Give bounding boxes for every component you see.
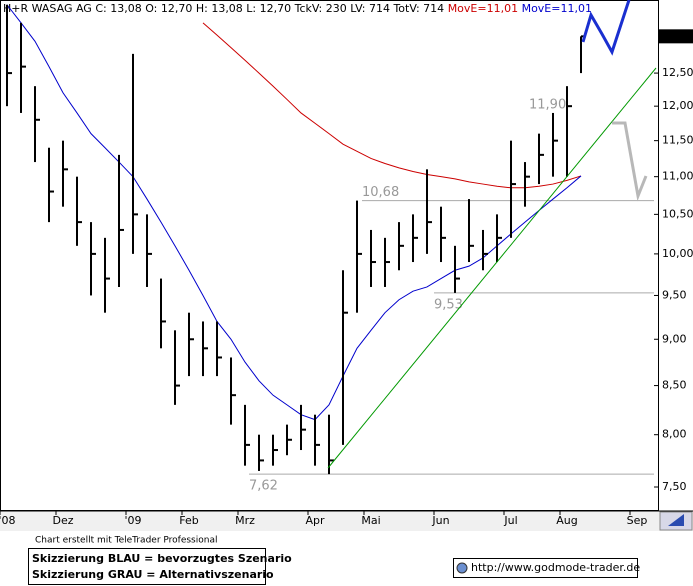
legend-entry: MovE=11,01 [448, 2, 518, 15]
last-price-box [659, 29, 693, 44]
y-tick-label: 8,00 [662, 428, 687, 441]
globe-icon [456, 562, 468, 574]
legend-gray: Skizzierung GRAU = Alternativszenario [32, 568, 274, 581]
scroll-icon [668, 514, 684, 526]
x-tick-label: Mai [361, 514, 380, 527]
legend-box [28, 548, 266, 585]
x-tick-label: Apr [305, 514, 325, 527]
trend-line [327, 67, 657, 469]
y-tick-label: 12,00 [662, 99, 693, 112]
scenario-blue [581, 0, 631, 56]
x-tick-label: '09 [124, 514, 141, 527]
x-tick-label: Feb [179, 514, 198, 527]
annotation: 10,68 [362, 185, 399, 200]
scenario-gray [612, 121, 648, 202]
y-tick-label: 12,50 [662, 66, 693, 79]
x-tick-label: Mrz [235, 514, 255, 527]
moving-average [202, 22, 582, 189]
y-tick-label: 10,00 [662, 247, 693, 260]
annotation: 9,53 [434, 297, 463, 312]
x-tick-label: Jul [503, 514, 517, 527]
x-tick-label: Dez [52, 514, 73, 527]
annotation: 7,62 [249, 479, 278, 494]
y-tick-label: 11,50 [662, 134, 693, 147]
x-tick-label: Jun [431, 514, 449, 527]
x-axis-band [0, 511, 693, 531]
annotation: 11,90 [529, 97, 566, 112]
plot-area: 7,50 8,00 8,50 9,00 9,50 10,00 10,50 11,00 11,50… [0, 4, 693, 527]
moving-average [6, 4, 582, 421]
y-tick-label: 8,50 [662, 379, 687, 392]
url-box [453, 558, 638, 578]
y-tick-label: 9,50 [662, 288, 687, 301]
y-tick-label: 9,00 [662, 332, 687, 345]
y-tick-label: 10,50 [662, 207, 693, 220]
x-tick-label: Aug [556, 514, 577, 527]
chart-title: H+R WASAG AG C: 13,08 O: 12,70 H: 13,08 … [3, 2, 444, 15]
y-tick-label: 7,50 [662, 480, 687, 493]
legend-blue: Skizzierung BLAU = bevorzugtes Szenario [32, 552, 292, 565]
x-tick-label: '08 [0, 514, 16, 527]
chart-header: H+R WASAG AG C: 13,08 O: 12,70 H: 13,08 … [3, 2, 592, 15]
credit: Chart erstellt mit TeleTrader Profession… [35, 536, 217, 546]
x-tick-label: Sep [627, 514, 648, 527]
legend-entry: MovE=11,01 [522, 2, 592, 15]
url[interactable]: http://www.godmode-trader.de [471, 561, 640, 574]
y-tick-label: 11,00 [662, 170, 693, 183]
last-price-label: 13,08 [662, 29, 693, 42]
